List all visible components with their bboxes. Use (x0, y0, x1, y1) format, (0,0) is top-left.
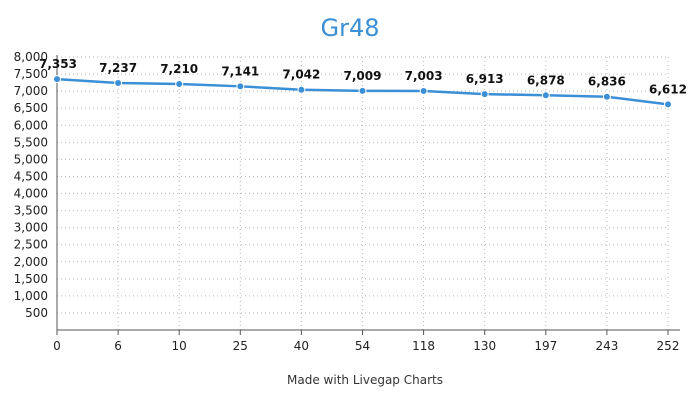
y-tick-label: 6,000 (14, 118, 48, 132)
data-label: 6,913 (466, 72, 504, 86)
x-tick-label: 252 (657, 339, 680, 353)
y-tick-label: 8,000 (14, 50, 48, 64)
y-tick-label: 2,500 (14, 238, 48, 252)
y-tick-label: 3,500 (14, 204, 48, 218)
y-tick-label: 1,000 (14, 289, 48, 303)
data-label: 7,003 (405, 69, 443, 83)
data-labels: 7,353 7,237 7,210 7,141 7,042 7,009 7,003 6,913… (39, 57, 687, 96)
data-label: 7,210 (160, 62, 198, 76)
x-tick-label: 40 (294, 339, 309, 353)
data-point[interactable] (480, 90, 489, 99)
x-tick-label: 54 (355, 339, 370, 353)
data-point[interactable] (602, 92, 611, 101)
data-label: 7,042 (282, 68, 320, 82)
x-tick-label: 10 (172, 339, 187, 353)
y-tick-label: 4,500 (14, 169, 48, 183)
y-tick-label: 7,000 (14, 84, 48, 98)
chart-credit: Made with Livegap Charts (287, 373, 443, 387)
y-tick-label: 6,500 (14, 101, 48, 115)
data-point[interactable] (541, 91, 550, 100)
data-point[interactable] (53, 75, 61, 84)
data-point[interactable] (175, 79, 184, 88)
data-point[interactable] (236, 82, 245, 91)
y-tick-label: 5,500 (14, 135, 48, 149)
y-tick-label: 4,000 (14, 187, 48, 201)
data-label: 7,141 (221, 64, 259, 78)
data-point[interactable] (419, 87, 428, 96)
data-label: 7,237 (99, 61, 137, 75)
x-tick-label: 0 (53, 339, 61, 353)
x-tick-label: 243 (595, 339, 618, 353)
axes: 0 6 10 25 40 54 118 130 197 243 252 500 1,000 1,500 2,… (14, 50, 680, 353)
data-label: 6,612 (649, 82, 687, 96)
data-label: 7,009 (344, 69, 382, 83)
data-point[interactable] (358, 86, 367, 95)
data-point[interactable] (664, 100, 672, 109)
y-tick-label: 3,000 (14, 221, 48, 235)
x-tick-label: 197 (534, 339, 557, 353)
grid (57, 56, 669, 330)
data-label: 6,836 (588, 75, 626, 89)
y-tick-label: 500 (25, 306, 48, 320)
y-tick-label: 2,000 (14, 255, 48, 269)
x-tick-label: 6 (114, 339, 122, 353)
chart-title: Gr48 (320, 14, 379, 42)
y-tick-label: 5,000 (14, 152, 48, 166)
data-point[interactable] (114, 79, 123, 88)
y-tick-label: 1,500 (14, 272, 48, 286)
series (53, 75, 672, 109)
data-point[interactable] (297, 85, 306, 94)
x-tick-label: 130 (473, 339, 496, 353)
data-label: 6,878 (527, 73, 565, 87)
x-tick-label: 25 (233, 339, 248, 353)
data-label: 7,353 (39, 57, 77, 71)
y-tick-label: 7,500 (14, 67, 48, 81)
x-tick-label: 118 (412, 339, 435, 353)
